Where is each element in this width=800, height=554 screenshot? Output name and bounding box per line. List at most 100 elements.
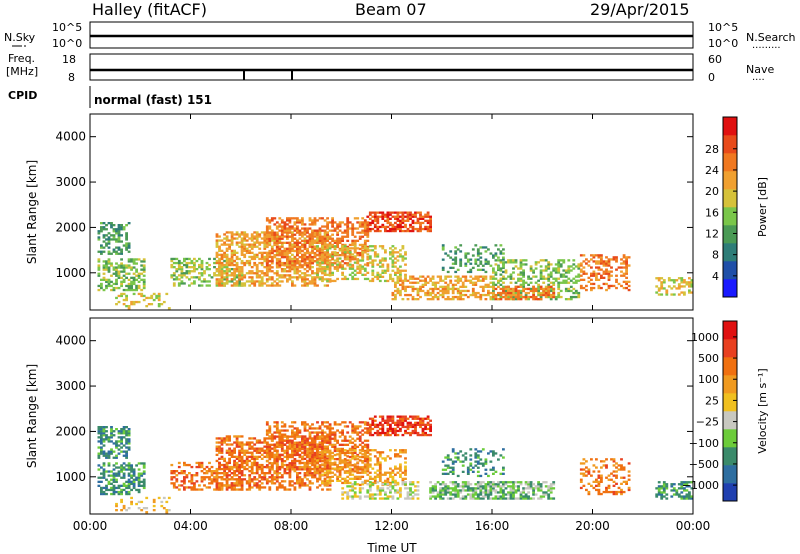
heatmap-cell: [215, 488, 219, 491]
heatmap-cell: [306, 270, 309, 273]
heatmap-cell: [569, 265, 573, 268]
heatmap-cell: [426, 215, 430, 218]
heatmap-cell: [238, 257, 241, 261]
heatmap-cell: [97, 452, 101, 455]
heatmap-cell: [270, 433, 274, 436]
heatmap-cell: [250, 247, 254, 250]
heatmap-cell: [537, 279, 540, 282]
heatmap-cell: [348, 447, 352, 451]
heatmap-cell: [122, 264, 126, 267]
heatmap-cell: [356, 437, 360, 440]
heatmap-cell: [361, 466, 365, 469]
heatmap-cell: [622, 262, 626, 265]
heatmap-cell: [220, 263, 224, 267]
heatmap-cell: [291, 260, 294, 263]
heatmap-cell: [313, 437, 317, 440]
heatmap-cell: [396, 219, 400, 222]
heatmap-cell: [326, 479, 329, 482]
heatmap-cell: [338, 470, 342, 473]
heatmap-cell: [260, 257, 264, 261]
heatmap-cell: [343, 247, 347, 250]
heatmap-cell: [248, 437, 252, 440]
heatmap-cell: [280, 256, 284, 259]
heatmap-cell: [218, 449, 221, 452]
heatmap-cell: [303, 229, 307, 232]
heatmap-cell: [441, 244, 445, 247]
heatmap-cell: [356, 461, 360, 464]
heatmap-cell: [288, 466, 292, 469]
heatmap-cell: [313, 241, 317, 244]
heatmap-cell: [333, 453, 337, 457]
heatmap-cell: [220, 282, 224, 285]
heatmap-cell: [215, 255, 219, 259]
heatmap-cell: [238, 478, 241, 481]
heatmap-cell: [323, 235, 327, 238]
heatmap-cell: [680, 285, 684, 288]
heatmap-cell: [102, 454, 106, 457]
heatmap-cell: [590, 286, 593, 290]
heatmap-cell: [487, 248, 490, 251]
heatmap-cell: [414, 287, 417, 291]
heatmap-cell: [215, 259, 219, 263]
heatmap-cell: [471, 266, 475, 269]
heatmap-cell: [97, 264, 101, 267]
heatmap-cell: [273, 284, 277, 287]
heatmap-cell: [326, 260, 329, 263]
heatmap-cell: [132, 300, 136, 304]
heatmap-cell: [476, 250, 480, 253]
heatmap-cell: [313, 464, 317, 467]
heatmap-cell: [331, 479, 334, 482]
heatmap-cell: [358, 431, 362, 434]
heatmap-cell: [130, 276, 133, 279]
heatmap-cell: [255, 276, 259, 279]
heatmap-cell: [368, 477, 372, 480]
heatmap-cell: [404, 251, 407, 254]
heatmap-cell: [316, 455, 319, 458]
heatmap-cell: [132, 276, 136, 279]
heatmap-cell: [223, 467, 226, 471]
heatmap-cell: [140, 484, 144, 487]
heatmap-cell: [363, 243, 367, 247]
heatmap-cell: [270, 480, 274, 483]
heatmap-cell: [273, 458, 277, 461]
heatmap-cell: [308, 263, 312, 267]
heatmap-cell: [401, 245, 405, 248]
heatmap-cell: [250, 461, 254, 465]
heatmap-cell: [394, 293, 397, 297]
heatmap-cell: [625, 258, 628, 261]
heatmap-cell: [670, 279, 674, 282]
heatmap-cell: [612, 256, 616, 259]
heatmap-cell: [595, 254, 598, 257]
heatmap-cell: [110, 436, 113, 439]
heatmap-cell: [308, 257, 312, 261]
heatmap-cell: [293, 421, 297, 424]
heatmap-cell: [454, 262, 458, 265]
heatmap-cell: [353, 235, 357, 238]
heatmap-cell: [446, 270, 450, 274]
heatmap-cell: [338, 479, 342, 482]
heatmap-cell: [112, 224, 116, 227]
heatmap-cell: [549, 273, 553, 276]
heatmap-cell: [331, 475, 334, 478]
heatmap-cell: [258, 441, 262, 444]
heatmap-cell: [296, 221, 299, 224]
heatmap-cell: [509, 298, 513, 301]
heatmap-cell: [549, 293, 553, 297]
heatmap-cell: [198, 257, 201, 261]
heatmap-cell: [384, 227, 387, 231]
heatmap-cell: [464, 289, 468, 293]
heatmap-cell: [343, 439, 347, 442]
heatmap-cell: [263, 239, 267, 242]
heatmap-cell: [492, 275, 495, 278]
heatmap-cell: [265, 449, 269, 453]
heatmap-cell: [341, 461, 344, 464]
heatmap-cell: [469, 262, 473, 265]
heatmap-cell: [188, 257, 191, 261]
heatmap-cell: [569, 279, 573, 282]
heatmap-cell: [497, 259, 500, 262]
heatmap-cell: [238, 266, 241, 269]
heatmap-cell: [255, 241, 259, 244]
heatmap-cell: [675, 287, 679, 290]
heatmap-cell: [579, 274, 583, 277]
heatmap-cell: [464, 254, 468, 257]
